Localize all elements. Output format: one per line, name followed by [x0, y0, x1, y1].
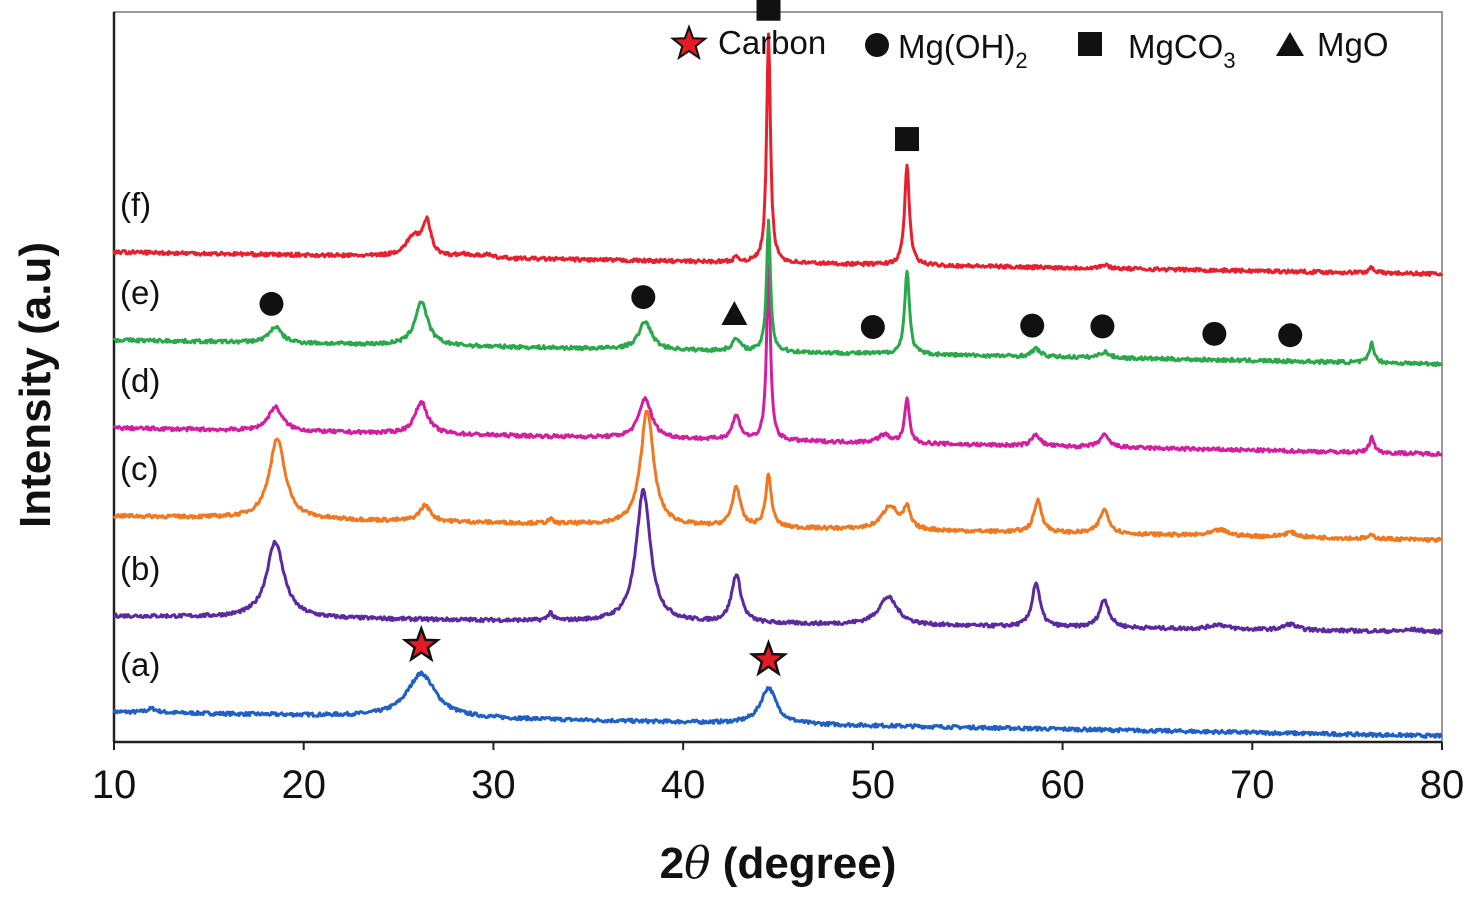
y-axis-title: Intensity (a.u) [11, 242, 60, 528]
legend-circle-icon [865, 33, 889, 57]
series-group: (a) (b) (c) (d) (e) (f) [112, 32, 1444, 739]
x-axis-title: 2θ (degree) [660, 838, 897, 889]
legend-label-mgoh2: Mg(OH)2 [898, 28, 1028, 73]
legend-item-mgoh2: Mg(OH)2 [865, 28, 1028, 73]
legend-label-mgco3-main: MgCO [1128, 28, 1223, 65]
marker-star [401, 624, 441, 663]
marker-circle [1278, 323, 1303, 348]
legend-item-mgo: MgO [1276, 26, 1389, 63]
series-line-4 [112, 218, 1444, 368]
series-line-0 [112, 670, 1443, 739]
x-tick-label: 70 [1230, 763, 1275, 807]
x-tick-label: 20 [281, 763, 326, 807]
series-label: (d) [120, 362, 160, 399]
series-label: (c) [120, 450, 158, 487]
legend-label-mgoh2-sub: 2 [1015, 48, 1027, 73]
x-axis-title-suffix: (degree) [711, 839, 897, 888]
series-label: (b) [120, 550, 160, 587]
legend-label-mgco3-sub: 3 [1223, 48, 1235, 73]
legend-label-carbon: Carbon [718, 24, 826, 61]
x-axis-title-theta: θ [684, 838, 711, 889]
x-tick-label: 10 [92, 763, 137, 807]
marker-circle [259, 291, 284, 316]
marker-circle [631, 285, 656, 310]
marker-circle [1202, 321, 1227, 346]
marker-star [748, 639, 789, 677]
x-tick-label: 40 [661, 763, 706, 807]
legend: Carbon Mg(OH)2 MgCO3 MgO [670, 24, 1389, 73]
legend-label-mgco3: MgCO3 [1128, 28, 1236, 73]
phase-markers [259, 0, 1303, 677]
series-label: (a) [120, 646, 160, 683]
marker-circle [1020, 313, 1045, 338]
marker-triangle [721, 301, 748, 326]
marker-square [895, 127, 920, 152]
series-line-1 [112, 487, 1444, 635]
series-line-2 [112, 409, 1443, 543]
legend-star-icon [670, 24, 708, 61]
legend-item-carbon: Carbon [670, 24, 826, 61]
x-tick-label: 60 [1040, 763, 1085, 807]
series-line-3 [112, 262, 1443, 457]
x-tick-label: 50 [851, 763, 896, 807]
plot-frame [113, 11, 1443, 743]
series-label: (e) [120, 274, 160, 311]
x-tick-label: 30 [471, 763, 516, 807]
legend-square-icon [1078, 32, 1102, 56]
series-line-5 [112, 32, 1444, 277]
x-tick-label: 80 [1420, 763, 1465, 807]
x-axis-title-prefix: 2 [660, 839, 684, 888]
marker-square [756, 0, 781, 21]
legend-label-mgoh2-main: Mg(OH) [898, 28, 1015, 65]
legend-triangle-icon [1276, 32, 1304, 56]
marker-circle [860, 315, 885, 340]
legend-label-mgo: MgO [1317, 26, 1389, 63]
legend-item-mgco3: MgCO3 [1078, 28, 1236, 73]
series-label: (f) [120, 186, 151, 223]
marker-circle [1090, 314, 1115, 339]
x-ticks: 10 20 30 40 50 60 70 80 [92, 742, 1465, 807]
